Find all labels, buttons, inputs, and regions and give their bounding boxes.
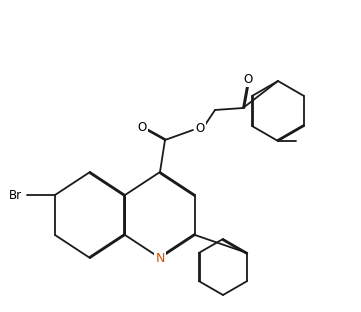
Text: O: O	[138, 120, 147, 134]
Text: O: O	[195, 121, 205, 134]
Text: N: N	[155, 251, 165, 265]
Text: Br: Br	[8, 188, 22, 202]
Text: O: O	[243, 72, 253, 85]
